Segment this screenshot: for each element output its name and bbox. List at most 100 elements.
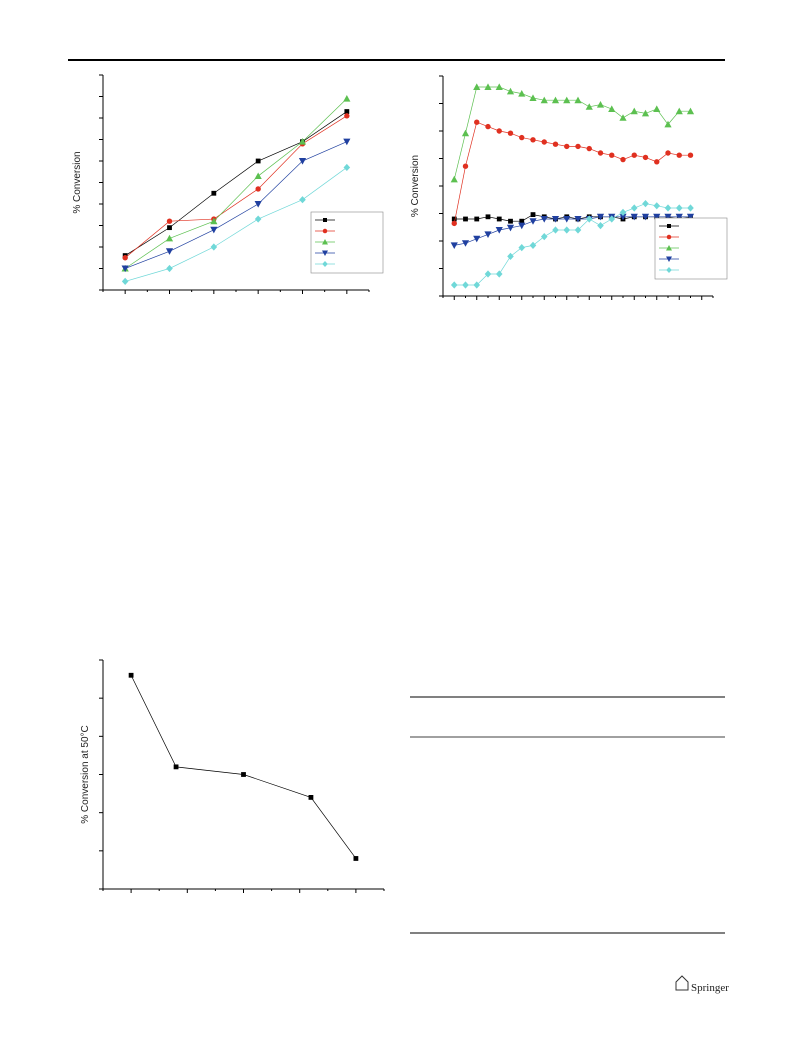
marker [461,129,470,137]
marker [254,215,262,223]
marker [653,105,661,112]
springer-logo: Springer [675,975,729,994]
marker [552,226,559,234]
marker [619,213,627,221]
marker [122,255,128,261]
marker [255,186,261,192]
marker [686,107,695,115]
marker [167,225,172,231]
marker [495,270,503,278]
marker [344,109,350,114]
marker [585,103,593,110]
marker [653,213,661,221]
marker [665,150,671,156]
marker [687,152,694,158]
legend-marker [666,245,672,251]
marker [630,107,638,115]
marker [211,190,217,196]
marker [298,158,307,165]
marker [343,138,351,146]
marker [642,154,649,161]
series-line [453,86,691,180]
marker [519,218,525,224]
marker [563,96,571,104]
marker [241,772,246,777]
marker [496,216,502,222]
marker [619,114,627,121]
marker [343,163,351,172]
marker [686,213,695,221]
series-line [124,111,348,256]
marker [574,216,582,223]
marker [165,248,174,255]
marker [451,220,457,227]
marker [540,96,548,104]
marker [121,265,129,273]
marker [298,138,307,145]
legend-marker [322,228,328,234]
marker [508,218,513,224]
marker [344,113,350,119]
marker [676,152,682,158]
marker [254,201,262,208]
marker [529,218,537,225]
series-line [124,115,348,259]
marker [551,216,560,223]
marker [485,123,491,130]
marker [496,128,502,134]
marker [608,105,616,112]
marker [507,130,514,136]
marker [166,218,173,224]
marker [165,234,174,242]
marker [519,134,525,141]
marker [254,172,262,180]
marker [630,204,638,212]
marker [563,216,571,223]
y-axis-label: % Conversion [72,151,83,213]
marker [128,672,134,678]
marker [619,208,627,216]
series-line [124,98,348,269]
legend-marker [322,250,328,256]
marker [631,152,637,158]
marker [564,143,570,150]
marker [574,226,582,234]
marker [299,196,306,204]
marker [461,240,470,247]
marker [597,150,604,156]
marker [597,222,604,230]
legend-marker [667,224,671,228]
y-axis-label: % Conversion [410,155,421,217]
marker [450,242,458,249]
marker [495,83,503,90]
legend-marker [322,239,328,245]
marker [484,83,492,90]
marker [540,216,548,223]
marker [255,158,261,164]
marker [308,795,314,800]
marker [173,764,179,770]
marker [166,264,173,273]
marker [485,214,491,220]
marker [353,856,359,861]
marker [596,213,605,221]
series-line [454,203,691,286]
marker [518,244,526,252]
marker [540,233,548,241]
marker [529,94,537,101]
marker [664,213,672,221]
legend-marker [323,218,327,222]
marker [507,252,514,260]
marker [462,163,469,169]
publisher: Springer [691,982,729,994]
marker [451,216,457,222]
marker [473,235,481,243]
marker [541,139,547,145]
marker [518,90,526,97]
marker [343,95,351,102]
marker [474,119,480,125]
marker [675,107,683,115]
marker [596,101,605,108]
